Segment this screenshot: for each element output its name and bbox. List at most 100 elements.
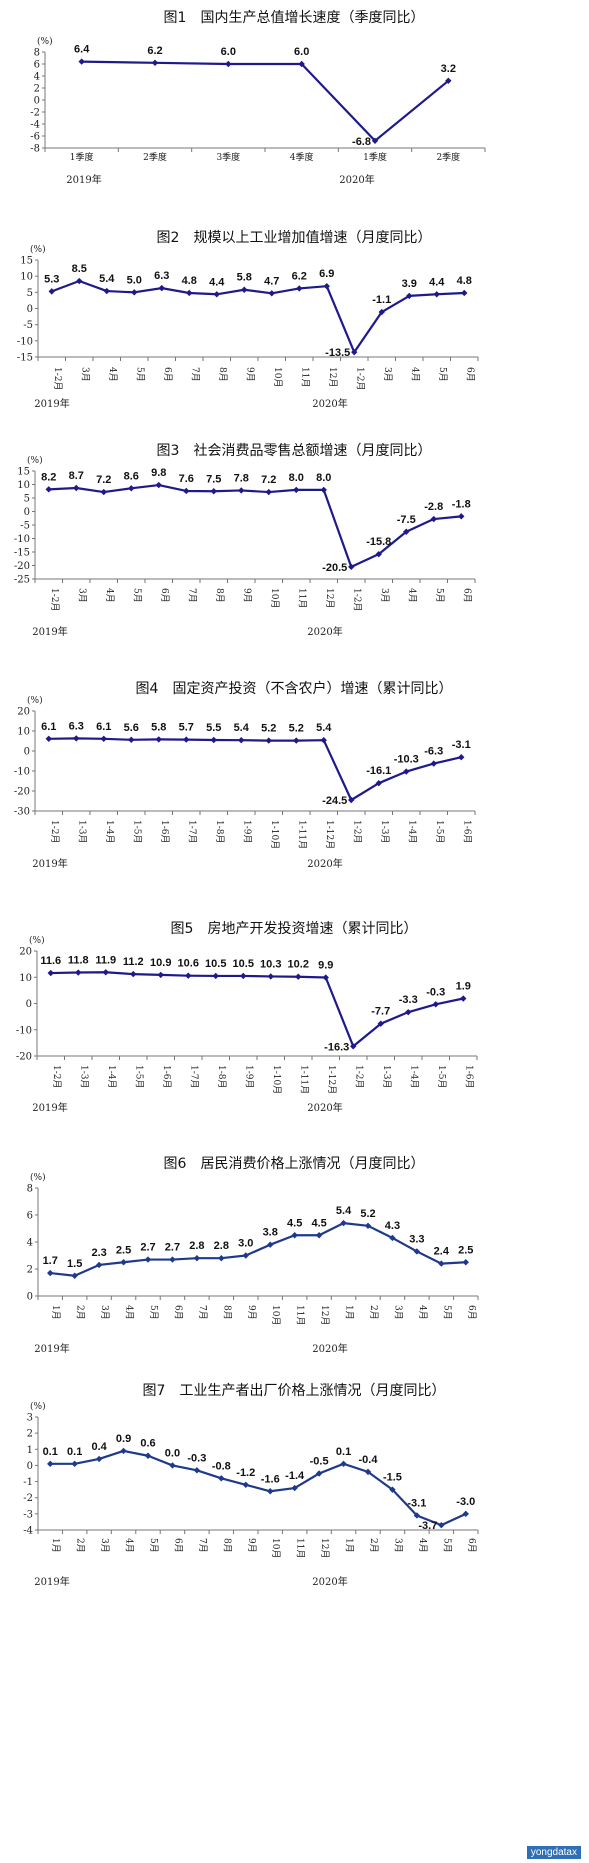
data-label: 5.2 [261, 723, 276, 735]
y-tick-label: 15 [20, 256, 33, 267]
data-point [460, 995, 467, 1002]
data-point [265, 488, 272, 496]
x-tick-label: 2月 [75, 1538, 86, 1553]
x-tick-label: 4季度 [290, 151, 314, 163]
y-tick-label: 8 [34, 48, 40, 59]
data-point [458, 754, 465, 761]
data-label: 5.4 [316, 722, 332, 734]
data-label: 8.7 [69, 470, 84, 482]
data-point [340, 1219, 347, 1227]
data-label: 2.7 [140, 1242, 155, 1254]
x-tick-label: 1月 [344, 1538, 355, 1553]
chart-title: 图2 规模以上工业增加值增速（月度同比） [157, 230, 432, 246]
chart-2-svg: 图2 规模以上工业增加值增速（月度同比） (%)15 10 5 0 -5 -10 -15 1-2… [17, 230, 479, 410]
y-tick-label: -5 [20, 521, 30, 532]
data-point [295, 973, 302, 980]
x-tick-label: 1-12月 [326, 1065, 337, 1094]
year-label: 2019年 [32, 1101, 67, 1114]
y-tick-label: 0 [34, 96, 40, 107]
x-tick-label: 5月 [441, 1305, 452, 1320]
x-tick-label: 6月 [464, 367, 475, 382]
data-label: 3.2 [441, 63, 456, 75]
data-label: 5.4 [234, 722, 250, 734]
y-tick-label: 20 [17, 707, 30, 718]
data-point [293, 737, 300, 744]
data-point [158, 284, 165, 292]
data-label: 2.7 [165, 1242, 180, 1254]
x-tick-label: 2月 [75, 1305, 86, 1320]
data-point [75, 969, 82, 976]
year-label: 2020年 [339, 173, 374, 186]
data-point [193, 1467, 201, 1474]
x-tick-label: 12月 [319, 1305, 330, 1325]
data-label: 2.8 [214, 1240, 229, 1252]
chart-3-svg: 图3 社会消费品零售总额增速（月度同比） (%)15 10 5 0 -5 -10 -15 -20… [14, 443, 476, 638]
data-label: 8.0 [316, 472, 331, 484]
data-label: 0.6 [140, 1438, 155, 1450]
data-label: -16.1 [366, 765, 391, 777]
year-label: 2019年 [66, 173, 101, 186]
chart-title: 图6 居民消费价格上涨情况（月度同比） [164, 1156, 425, 1172]
data-point [348, 796, 355, 804]
x-tick-label: 9月 [241, 588, 252, 603]
data-point [242, 1481, 249, 1488]
data-label: -3.1 [407, 1497, 426, 1509]
x-tick-label: 2月 [368, 1305, 379, 1320]
data-point [238, 487, 245, 494]
x-tick-label: 4月 [124, 1538, 135, 1553]
data-label: 7.6 [179, 473, 194, 485]
data-point [48, 288, 55, 295]
data-point [403, 768, 410, 775]
data-point [322, 974, 329, 981]
y-tick-label: -30 [14, 807, 30, 818]
chart-5: 图5 房地产开发投资增速（累计同比） (%) 20 10 0 -10 -20 1-2月 1-3月… [0, 915, 589, 1120]
x-tick-label: 1-11月 [296, 820, 307, 849]
x-tick-label: 1-3月 [381, 1065, 392, 1089]
data-point [78, 58, 85, 65]
x-tick-label: 1-6月 [159, 820, 170, 844]
data-point [413, 1512, 421, 1519]
data-label: -20.5 [322, 562, 347, 574]
data-point [405, 1008, 412, 1016]
x-tick-label: 2季度 [436, 151, 460, 163]
y-tick-label: -15 [17, 353, 33, 364]
x-tick-label: 1-2月 [49, 588, 60, 612]
chart-3: 图3 社会消费品零售总额增速（月度同比） (%) 15 10 5 0 -5 -10 -15 -20… [0, 443, 589, 643]
data-label: -7.5 [397, 514, 416, 526]
chart-title: 图5 房地产开发投资增速（累计同比） [171, 921, 418, 937]
chart-title: 图1 国内生产总值增长速度（季度同比） [164, 10, 425, 26]
x-tick-label: 2月 [368, 1538, 379, 1553]
y-tick-label: -3 [23, 1509, 33, 1520]
data-label: -3.1 [452, 739, 471, 751]
series-line [48, 737, 462, 802]
y-tick-label: -25 [14, 575, 30, 586]
x-tick-label: 5月 [434, 588, 445, 603]
data-label: -0.3 [426, 986, 445, 998]
data-label: 6.1 [96, 721, 111, 733]
data-point [340, 1460, 347, 1468]
y-tick-label: 10 [20, 272, 33, 283]
data-point [291, 1484, 298, 1492]
data-point [351, 348, 358, 356]
data-point [241, 286, 248, 293]
x-tick-label: 8月 [221, 1305, 232, 1320]
y-tick-label: 6 [34, 60, 40, 71]
data-label: 11.8 [68, 955, 89, 967]
y-tick-label: 4 [27, 1238, 33, 1249]
data-point [265, 737, 272, 744]
chart-7: 图7 工业生产者出厂价格上涨情况（月度同比） (%) 3 2 1 0 -1 -2 -3 -4 1月 2… [0, 1375, 589, 1590]
x-tick-label: 1-3月 [78, 1065, 89, 1089]
data-label: -3.0 [456, 1496, 475, 1508]
data-point [128, 485, 135, 492]
x-tick-label: 9月 [246, 1305, 257, 1320]
x-tick-label: 1-4月 [104, 820, 115, 844]
y-tick-label: 6 [27, 1211, 33, 1222]
x-tick-label: 1-3月 [379, 820, 390, 844]
x-tick-label: 10月 [272, 367, 283, 387]
y-tick-label: -10 [14, 534, 30, 545]
data-point [438, 1260, 445, 1267]
data-label: -1.5 [383, 1472, 402, 1484]
data-point [371, 137, 379, 144]
x-tick-label: 1-9月 [243, 1065, 254, 1089]
data-label: 6.0 [221, 46, 236, 58]
